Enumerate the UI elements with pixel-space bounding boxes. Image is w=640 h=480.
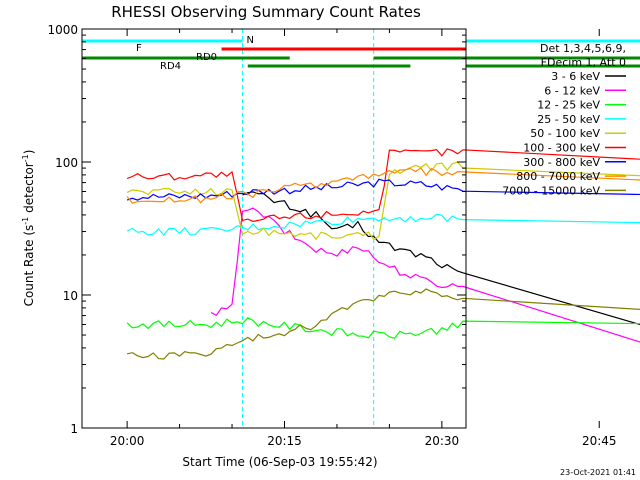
series-line-8 [126, 288, 640, 360]
flag-label-2: RD4 [160, 61, 181, 72]
series-line-1 [210, 207, 640, 343]
flag-label-1: RD0 [196, 52, 217, 63]
x-tick-label-2: 20:30 [425, 434, 460, 448]
legend-entry-8: 7000 - 15000 keV [502, 184, 600, 197]
series-line-5 [126, 148, 640, 223]
plot-area: F RD0 RD4 N [82, 29, 640, 428]
x-tick-label-3: 20:45 [582, 434, 617, 448]
legend-header-line-1: Det 1,3,4,5,6,9, [540, 42, 626, 55]
series-line-4 [126, 161, 640, 241]
legend-header-line-2: FDecim 1, Att 0 [541, 56, 626, 69]
chart-title: RHESSI Observing Summary Count Rates [111, 3, 421, 21]
y-tick-label-0: 1 [70, 422, 78, 436]
x-axis-label: Start Time (06-Sep-03 19:55:42) [182, 455, 377, 469]
series-line-2 [126, 317, 640, 339]
legend-entry-3: 25 - 50 keV [537, 113, 600, 126]
legend-entry-1: 6 - 12 keV [544, 84, 600, 97]
legend-entry-0: 3 - 6 keV [551, 70, 600, 83]
legend-entry-4: 50 - 100 keV [530, 127, 600, 140]
legend-entry-6: 300 - 800 keV [523, 156, 600, 169]
series-line-7 [126, 167, 640, 204]
axes: 20:0020:1520:3020:4521:0021:1521:3011010… [47, 23, 617, 448]
y-tick-label-1: 10 [63, 289, 78, 303]
series-line-6 [126, 178, 640, 201]
legend: Det 1,3,4,5,6,9, FDecim 1, Att 0 3 - 6 k… [502, 42, 626, 197]
series-line-0 [242, 191, 640, 326]
legend-entry-5: 100 - 300 keV [523, 142, 600, 155]
series-line-3 [126, 213, 640, 237]
attenuator-label: N [247, 35, 254, 46]
flag-label-0: F [136, 43, 142, 54]
y-axis-label: Count Rate (s-1 detector-1) [21, 150, 36, 307]
x-tick-label-0: 20:00 [110, 434, 145, 448]
y-tick-label-3: 1000 [47, 23, 78, 37]
plot-frame [81, 28, 467, 429]
timestamp: 23-Oct-2021 01:41 [560, 468, 636, 477]
x-tick-label-1: 20:15 [267, 434, 302, 448]
y-tick-label-2: 100 [55, 156, 78, 170]
legend-entry-7: 800 - 7000 keV [516, 170, 600, 183]
legend-entry-2: 12 - 25 keV [537, 99, 600, 112]
